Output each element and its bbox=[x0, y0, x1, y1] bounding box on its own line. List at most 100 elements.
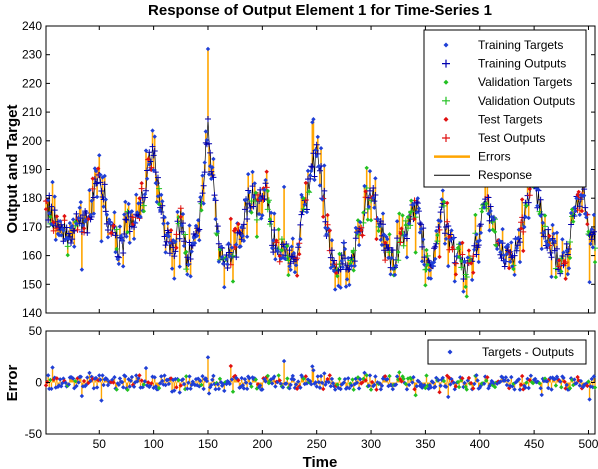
error-point bbox=[518, 382, 524, 387]
legend-label: Test Outputs bbox=[478, 131, 545, 145]
target-point bbox=[509, 240, 514, 245]
target-point bbox=[327, 228, 332, 233]
error-point bbox=[227, 381, 232, 387]
target-point bbox=[540, 220, 546, 226]
output-point bbox=[322, 218, 329, 225]
target-point bbox=[380, 211, 386, 216]
target-point bbox=[397, 211, 402, 216]
output-point bbox=[568, 221, 575, 228]
target-point bbox=[230, 279, 236, 284]
output-point bbox=[99, 194, 106, 201]
output-point bbox=[431, 245, 438, 252]
target-point bbox=[340, 264, 345, 270]
output-point bbox=[416, 220, 423, 227]
error-point bbox=[253, 377, 259, 382]
target-point bbox=[357, 219, 363, 225]
target-point bbox=[423, 283, 428, 288]
target-point bbox=[552, 238, 557, 244]
error-point bbox=[567, 386, 573, 391]
output-point bbox=[308, 163, 315, 170]
y-tick-label: 230 bbox=[22, 48, 42, 62]
error-point bbox=[276, 373, 281, 378]
error-point bbox=[239, 375, 244, 381]
error-point bbox=[580, 384, 586, 390]
target-point bbox=[508, 259, 513, 265]
error-point bbox=[550, 375, 555, 380]
error-point bbox=[47, 386, 52, 392]
target-point bbox=[588, 241, 593, 247]
error-point bbox=[242, 377, 248, 382]
output-point bbox=[372, 192, 379, 199]
output-point bbox=[276, 258, 283, 265]
output-point bbox=[487, 203, 494, 210]
target-point bbox=[199, 208, 204, 213]
output-point bbox=[294, 255, 301, 262]
target-point bbox=[181, 243, 187, 249]
bottom-y-axis-label: Error bbox=[4, 365, 21, 402]
error-point bbox=[210, 377, 215, 382]
target-point bbox=[192, 240, 198, 246]
error-point bbox=[474, 373, 479, 378]
output-point bbox=[249, 183, 256, 190]
error-point bbox=[56, 383, 62, 388]
error-point bbox=[293, 382, 299, 387]
error-point bbox=[538, 386, 543, 391]
target-point bbox=[553, 274, 559, 280]
error-point bbox=[317, 385, 323, 390]
error-point bbox=[238, 384, 243, 390]
target-point bbox=[415, 196, 420, 201]
target-point bbox=[271, 238, 276, 243]
target-point bbox=[400, 213, 405, 218]
target-point bbox=[73, 219, 78, 225]
target-point bbox=[70, 217, 76, 222]
output-point bbox=[327, 254, 334, 261]
output-point bbox=[297, 221, 304, 228]
error-point bbox=[508, 383, 513, 389]
error-point bbox=[145, 380, 151, 385]
error-point bbox=[177, 390, 182, 395]
error-point bbox=[552, 376, 557, 382]
target-point bbox=[69, 223, 75, 229]
error-point bbox=[350, 377, 355, 382]
error-point bbox=[296, 379, 301, 384]
target-point bbox=[263, 177, 268, 183]
top-legend: Training Targets Training Outputs Validati… bbox=[423, 29, 587, 188]
error-point bbox=[163, 382, 168, 388]
target-point bbox=[159, 192, 164, 198]
error-point bbox=[156, 385, 162, 391]
error-point bbox=[360, 380, 365, 385]
output-point bbox=[402, 217, 409, 224]
output-point bbox=[434, 238, 441, 245]
target-point bbox=[195, 218, 201, 223]
error-point bbox=[207, 385, 213, 390]
error-point bbox=[198, 378, 203, 384]
output-point bbox=[384, 245, 391, 252]
target-point bbox=[52, 194, 57, 199]
target-point bbox=[551, 231, 556, 236]
error-point bbox=[285, 376, 290, 381]
target-point bbox=[574, 196, 579, 201]
output-point bbox=[74, 226, 81, 233]
target-point bbox=[448, 237, 453, 242]
output-point bbox=[331, 257, 338, 264]
target-point bbox=[229, 245, 235, 250]
target-point bbox=[556, 258, 562, 263]
error-point bbox=[372, 382, 377, 388]
target-point bbox=[257, 196, 263, 201]
error-point bbox=[125, 387, 130, 393]
target-point bbox=[478, 230, 484, 236]
target-point bbox=[256, 211, 262, 217]
error-point bbox=[382, 374, 388, 379]
target-point bbox=[542, 213, 548, 218]
output-point bbox=[421, 254, 428, 261]
error-point bbox=[229, 377, 235, 382]
error-point bbox=[362, 370, 367, 376]
target-point bbox=[234, 242, 239, 247]
output-point bbox=[51, 207, 58, 214]
error-point bbox=[378, 387, 384, 392]
target-point bbox=[153, 180, 158, 186]
target-point bbox=[282, 256, 288, 262]
target-point bbox=[142, 192, 148, 197]
error-point bbox=[399, 379, 404, 384]
target-point bbox=[184, 249, 189, 255]
